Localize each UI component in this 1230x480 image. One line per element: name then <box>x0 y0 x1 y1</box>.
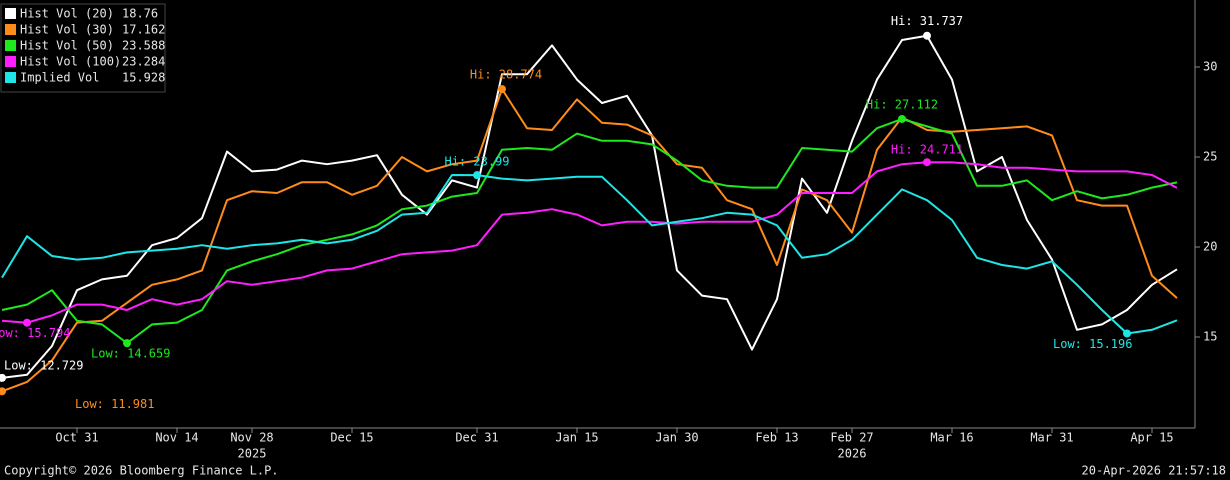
x-tick-label: Oct 31 <box>55 431 98 445</box>
y-tick-label: 30 <box>1203 59 1217 73</box>
legend-label: Hist Vol (20) <box>20 7 114 21</box>
series-line <box>1 117 1178 345</box>
x-tick-label: Feb 13 <box>755 431 798 445</box>
copyright: Copyright© 2026 Bloomberg Finance L.P. <box>4 464 279 478</box>
legend-label: Hist Vol (30) <box>20 23 114 37</box>
series-line <box>1 88 1178 393</box>
extreme-label: Low: 11.981 <box>75 397 154 411</box>
legend-swatch <box>5 40 16 51</box>
x-tick-label: Nov 14 <box>155 431 198 445</box>
y-tick-label: 25 <box>1203 149 1217 163</box>
extreme-marker <box>923 158 931 167</box>
legend-box <box>0 3 166 93</box>
legend: Hist Vol (20) 18.76 Hist Vol (30) 17.162 His… <box>0 3 166 93</box>
extreme-marker <box>473 171 481 180</box>
x-tick-label: Mar 31 <box>1030 431 1073 445</box>
legend-swatch <box>5 72 16 83</box>
extreme-marker <box>1123 329 1131 338</box>
extreme-marker <box>0 373 6 382</box>
x-tick-label: Mar 16 <box>930 431 973 445</box>
series-line <box>1 173 1178 335</box>
extreme-label: Low: 14.659 <box>91 347 170 361</box>
x-tick-label: Jan 15 <box>555 431 598 445</box>
legend-value: 23.588 <box>122 39 165 53</box>
legend-value: 15.928 <box>122 71 165 85</box>
extreme-label: Hi: 31.737 <box>891 14 963 28</box>
legend-swatch <box>5 24 16 35</box>
x-year-label: 2026 <box>838 447 867 461</box>
x-tick-label: Dec 31 <box>455 431 498 445</box>
extreme-label: Hi: 24.711 <box>891 143 963 157</box>
legend-label: Hist Vol (100) <box>20 55 121 69</box>
x-tick-label: Apr 15 <box>1130 431 1173 445</box>
y-tick-label: 20 <box>1203 239 1217 253</box>
extreme-label: Low: 15.196 <box>1053 337 1132 351</box>
timestamp: 20-Apr-2026 21:57:18 <box>1082 464 1227 478</box>
extreme-label: Hi: 28.774 <box>470 68 542 82</box>
x-tick-label: Feb 27 <box>830 431 873 445</box>
legend-label: Implied Vol <box>20 71 99 85</box>
legend-value: 23.284 <box>122 55 165 69</box>
extreme-label: Hi: 27.112 <box>866 97 938 111</box>
legend-swatch <box>5 56 16 67</box>
plot-area <box>1 34 1178 393</box>
legend-value: 18.76 <box>122 7 158 21</box>
x-tick-label: Dec 15 <box>330 431 373 445</box>
extreme-label: Low: 12.729 <box>4 358 83 372</box>
extreme-marker <box>123 339 131 348</box>
extreme-marker <box>23 318 31 327</box>
legend-value: 17.162 <box>122 23 165 37</box>
legend-swatch <box>5 8 16 19</box>
extreme-marker <box>0 387 6 396</box>
extreme-marker <box>898 114 906 123</box>
series-line <box>1 161 1178 324</box>
x-year-label: 2025 <box>238 447 267 461</box>
extreme-label: Hi: 23.99 <box>444 155 509 169</box>
extreme-label: Low: 15.794 <box>0 326 70 340</box>
extreme-marker <box>923 31 931 40</box>
x-tick-label: Nov 28 <box>230 431 273 445</box>
x-tick-label: Jan 30 <box>655 431 698 445</box>
series-line <box>1 34 1178 379</box>
extreme-marker <box>498 85 506 94</box>
legend-label: Hist Vol (50) <box>20 39 114 53</box>
y-tick-label: 15 <box>1203 329 1217 343</box>
